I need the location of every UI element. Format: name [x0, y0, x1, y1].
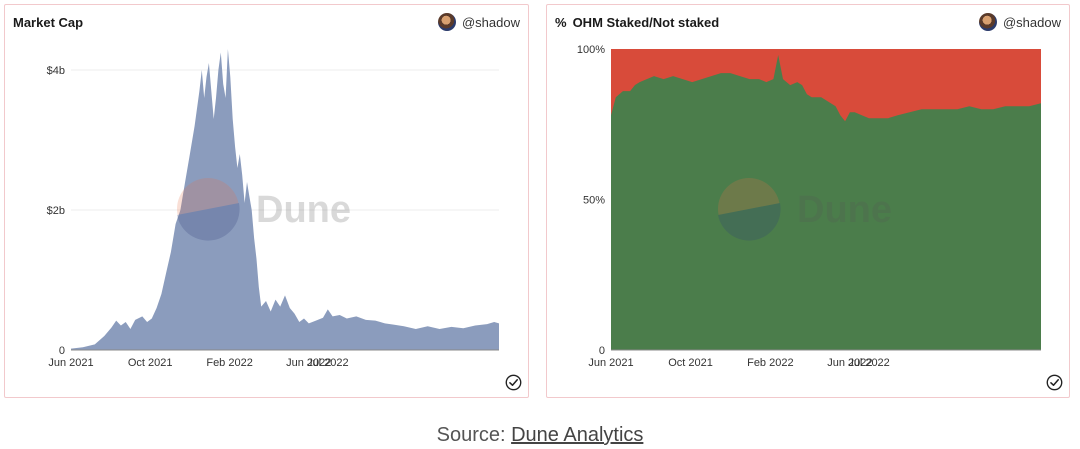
market-cap-panel: Market Cap @shadow 0 $2b $4b Jun 2021 Oct 20…: [4, 4, 529, 398]
source-link[interactable]: Dune Analytics: [511, 424, 644, 446]
avatar: [437, 13, 456, 31]
dune-logo-shade: [718, 203, 781, 241]
dune-watermark: Dune: [718, 178, 892, 241]
dune-logo-icon: [177, 178, 239, 240]
author-link[interactable]: @shadow: [437, 13, 520, 31]
x-tick-label: Feb 2022: [747, 357, 793, 369]
dune-logo-shade: [177, 203, 240, 241]
x-tick-label: Oct 2021: [128, 357, 173, 369]
dune-logo-icon: [718, 178, 780, 240]
source-prefix: Source:: [436, 424, 512, 446]
market-cap-area: [71, 49, 499, 350]
verified-check-icon: [505, 374, 522, 391]
x-tick-label: Jun 2021: [588, 357, 633, 369]
x-tick-label: Jun 2022: [286, 357, 331, 369]
source-caption: Source: Dune Analytics: [0, 424, 1080, 447]
avatar: [978, 13, 997, 31]
y-tick-label: $2b: [47, 205, 65, 217]
percent-icon: %: [555, 15, 567, 30]
author-name: @shadow: [461, 14, 520, 30]
staked-title-text: OHM Staked/Not staked: [572, 15, 720, 30]
x-tick-label: Jun 2021: [48, 357, 93, 369]
dune-wordmark: Dune: [797, 189, 892, 231]
verified-check-icon: [1046, 374, 1063, 391]
y-tick-label: $4b: [47, 65, 65, 77]
x-tick-label: Oct 2021: [668, 357, 713, 369]
dune-watermark: Dune: [177, 178, 351, 241]
staked-panel: % OHM Staked/Not staked @shadow 0 50% 100% J…: [546, 4, 1070, 398]
staked-chart: 0 50% 100% Jun 2021 Oct 2021 Feb 2022 Jun 2022…: [577, 44, 1041, 369]
market-cap-title: Market Cap: [13, 15, 84, 30]
y-tick-label: 0: [59, 345, 65, 357]
y-tick-label: 50%: [583, 195, 605, 207]
x-tick-label: Jul 2022: [848, 357, 890, 369]
y-tick-label: 100%: [577, 44, 605, 56]
staked-area: [611, 55, 1041, 350]
staked-title: % OHM Staked/Not staked: [555, 15, 719, 30]
x-tick-label: Jun 2022: [827, 357, 872, 369]
market-cap-chart: 0 $2b $4b Jun 2021 Oct 2021 Feb 2022 Jun 2022J…: [47, 49, 499, 369]
x-tick-label: Jul 2022: [307, 357, 349, 369]
author-name: @shadow: [1002, 14, 1061, 30]
x-tick-label: Feb 2022: [206, 357, 252, 369]
author-link[interactable]: @shadow: [978, 13, 1061, 31]
y-tick-label: 0: [599, 345, 605, 357]
dune-wordmark: Dune: [256, 189, 351, 231]
